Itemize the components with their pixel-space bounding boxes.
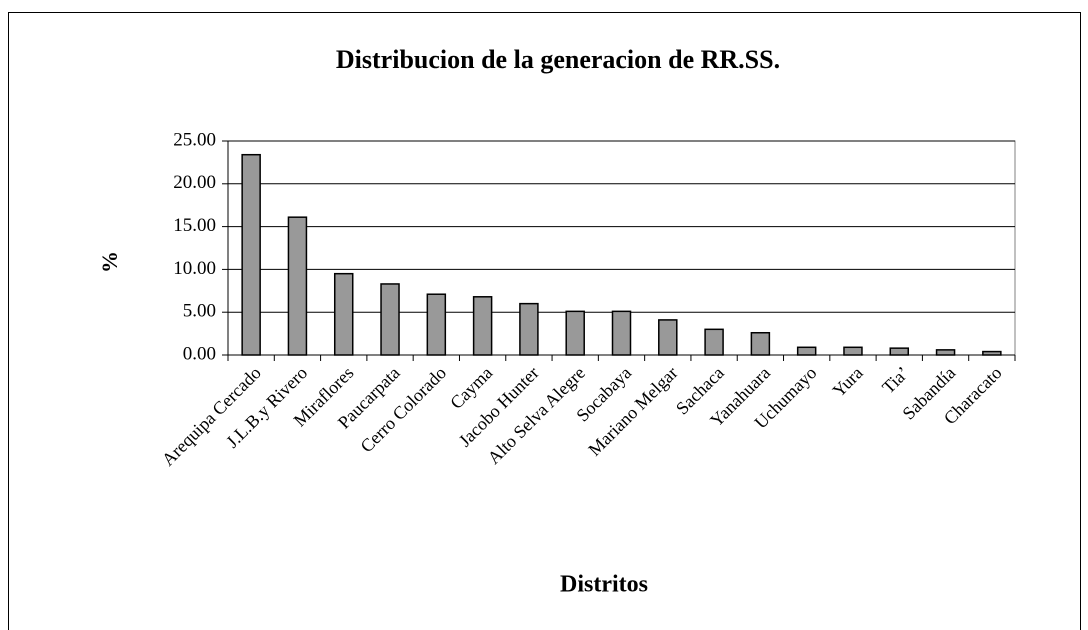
chart-title: Distribucion de la generacion de RR.SS. bbox=[336, 45, 780, 74]
y-tick-label: 20.00 bbox=[173, 172, 216, 193]
bar bbox=[380, 283, 400, 356]
x-axis-label: Distritos bbox=[560, 572, 648, 598]
bar bbox=[611, 310, 632, 356]
y-tick-label: 5.00 bbox=[183, 301, 216, 322]
y-tick-label: 15.00 bbox=[173, 215, 216, 236]
chart-frame bbox=[8, 12, 1081, 630]
bar bbox=[889, 347, 910, 356]
bar bbox=[843, 346, 863, 356]
bar bbox=[472, 296, 493, 356]
bar bbox=[519, 302, 539, 356]
y-tick-label: 0.00 bbox=[183, 343, 216, 364]
bar bbox=[333, 272, 354, 356]
bar bbox=[750, 331, 771, 356]
bar bbox=[982, 350, 1002, 356]
bar bbox=[241, 153, 261, 356]
bar bbox=[658, 319, 678, 356]
bar bbox=[704, 328, 724, 356]
bar bbox=[935, 349, 956, 356]
bar bbox=[287, 216, 308, 356]
y-axis-label: % bbox=[97, 251, 122, 273]
y-tick-label: 10.00 bbox=[173, 258, 216, 279]
y-tick-label: 25.00 bbox=[173, 129, 216, 150]
bar bbox=[796, 346, 817, 356]
bar bbox=[426, 293, 447, 356]
bar bbox=[565, 310, 585, 356]
